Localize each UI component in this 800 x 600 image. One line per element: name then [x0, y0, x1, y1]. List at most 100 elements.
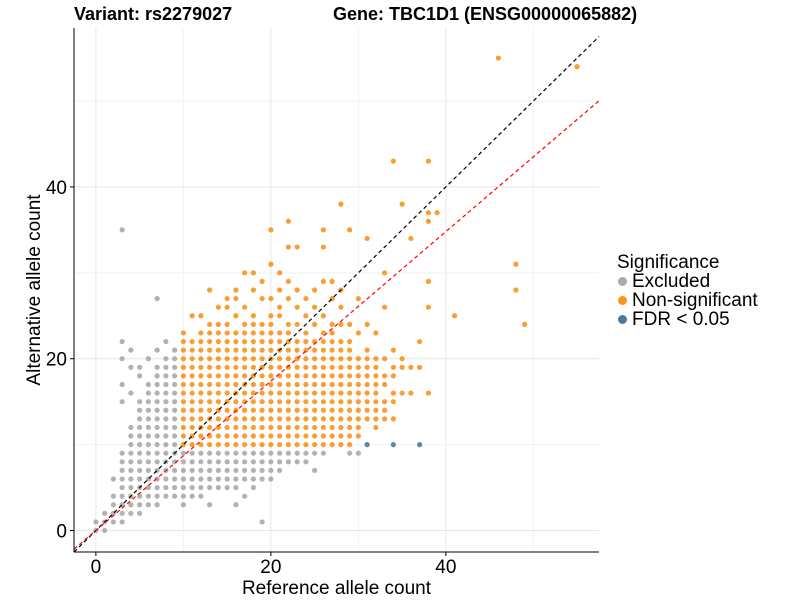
point-non-significant [294, 287, 300, 293]
point-non-significant [224, 390, 230, 396]
point-excluded [277, 459, 283, 465]
point-non-significant [347, 390, 353, 396]
point-non-significant [233, 295, 239, 302]
point-non-significant [242, 373, 248, 379]
point-excluded [207, 484, 213, 491]
point-non-significant [224, 442, 230, 448]
point-non-significant [198, 330, 204, 336]
point-excluded [102, 527, 108, 534]
point-non-significant [259, 321, 265, 327]
point-excluded [145, 416, 151, 422]
point-non-significant [224, 364, 230, 370]
point-non-significant [215, 321, 221, 327]
point-excluded [154, 381, 160, 388]
point-excluded [242, 467, 248, 473]
point-non-significant [347, 364, 353, 370]
point-non-significant [215, 390, 221, 396]
point-non-significant [207, 390, 213, 396]
point-non-significant [242, 407, 248, 413]
point-non-significant [277, 442, 283, 448]
point-excluded [145, 356, 151, 362]
point-excluded [198, 459, 204, 465]
point-non-significant [259, 381, 265, 388]
point-non-significant [224, 338, 230, 345]
point-excluded [128, 390, 134, 396]
point-excluded [172, 493, 178, 499]
point-non-significant [312, 442, 318, 448]
legend-item-fdr: FDR < 0.05 [617, 310, 758, 329]
point-non-significant [329, 373, 335, 379]
point-non-significant [303, 373, 309, 379]
point-non-significant [277, 407, 283, 413]
point-excluded [119, 356, 125, 362]
point-non-significant [294, 373, 300, 379]
point-non-significant [242, 330, 248, 336]
point-excluded [154, 399, 160, 405]
point-non-significant [189, 442, 195, 448]
point-excluded [172, 407, 178, 413]
point-non-significant [250, 416, 256, 422]
point-non-significant [277, 399, 283, 405]
point-excluded [303, 459, 309, 465]
point-excluded [154, 459, 160, 465]
point-non-significant [382, 399, 388, 405]
point-excluded [154, 502, 160, 508]
point-excluded [163, 416, 169, 422]
point-non-significant [338, 338, 344, 345]
point-excluded [145, 399, 151, 405]
point-non-significant [329, 330, 335, 336]
point-non-significant [180, 381, 186, 388]
point-non-significant [303, 347, 309, 353]
point-non-significant [382, 416, 388, 422]
point-excluded [163, 381, 169, 388]
point-non-significant [268, 227, 274, 233]
point-non-significant [215, 381, 221, 388]
point-non-significant [189, 424, 195, 431]
point-excluded [277, 467, 283, 473]
point-non-significant [242, 304, 248, 310]
point-excluded [172, 442, 178, 448]
point-non-significant [198, 433, 204, 439]
point-non-significant [215, 442, 221, 448]
point-non-significant [312, 321, 318, 327]
point-non-significant [425, 278, 431, 285]
grid [74, 28, 599, 552]
point-excluded [145, 467, 151, 473]
point-non-significant [277, 287, 283, 293]
point-non-significant [303, 407, 309, 413]
point-non-significant [242, 424, 248, 431]
point-non-significant [259, 399, 265, 405]
point-non-significant [224, 321, 230, 327]
point-excluded [250, 484, 256, 491]
point-non-significant [373, 390, 379, 396]
point-excluded [172, 484, 178, 491]
point-excluded [189, 459, 195, 465]
point-non-significant [233, 433, 239, 439]
point-excluded [137, 502, 143, 508]
point-non-significant [364, 356, 370, 362]
point-excluded [180, 484, 186, 491]
point-excluded [119, 399, 125, 405]
point-excluded [294, 459, 300, 465]
point-non-significant [207, 356, 213, 362]
point-non-significant [294, 381, 300, 388]
axes [73, 28, 599, 553]
point-excluded [93, 519, 99, 525]
point-excluded [233, 459, 239, 465]
point-excluded [154, 442, 160, 448]
point-excluded [163, 356, 169, 362]
point-excluded [198, 467, 204, 473]
point-non-significant [434, 210, 440, 216]
point-non-significant [277, 330, 283, 336]
point-non-significant [294, 304, 300, 310]
point-excluded [110, 476, 116, 482]
point-excluded [145, 502, 151, 508]
point-excluded [250, 467, 256, 473]
point-non-significant [364, 235, 370, 242]
legend: Significance Excluded Non-significant FD… [617, 253, 758, 329]
point-non-significant [242, 347, 248, 353]
point-non-significant [399, 201, 405, 207]
point-non-significant [373, 424, 379, 431]
point-excluded [119, 459, 125, 465]
point-non-significant [312, 390, 318, 396]
